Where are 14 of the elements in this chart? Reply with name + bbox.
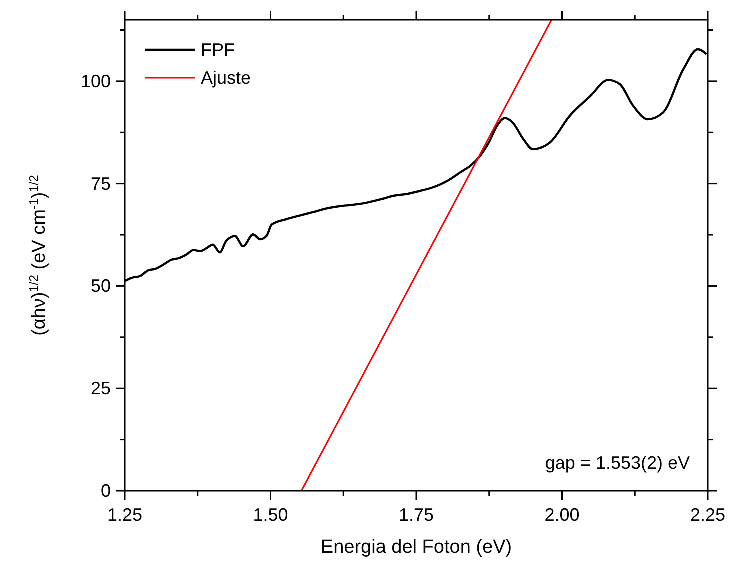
x-tick-label: 1.25 <box>107 505 143 525</box>
x-tick-label: 1.50 <box>253 505 288 525</box>
x-tick-label: 2.25 <box>690 505 726 525</box>
x-tick-label: 1.75 <box>398 505 434 525</box>
x-axis-title: Energia del Foton (eV) <box>320 537 512 558</box>
y-tick-label: 50 <box>90 276 111 296</box>
y-tick-label: 75 <box>90 174 111 194</box>
y-tick-label: 100 <box>80 71 111 92</box>
legend-label: Ajuste <box>201 68 252 88</box>
y-tick-label: 0 <box>100 481 111 501</box>
y-tick-label: 25 <box>90 378 111 399</box>
x-tick-label: 2.00 <box>544 505 580 525</box>
annotation: gap = 1.553(2) eV <box>545 453 690 473</box>
legend-label: FPF <box>201 40 235 60</box>
